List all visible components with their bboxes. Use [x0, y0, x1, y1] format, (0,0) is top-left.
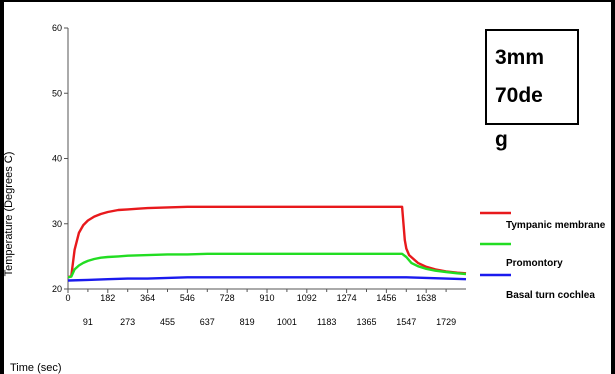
x-tick-label-lower: 1365 [356, 317, 376, 327]
series-lines [67, 205, 467, 282]
x-tick-label-upper: 728 [220, 293, 235, 303]
x-tick-label-upper: 1456 [376, 293, 396, 303]
x-tick-label-upper: 1638 [416, 293, 436, 303]
legend-label-2: Promontory [506, 258, 563, 269]
y-tick-label: 30 [52, 219, 62, 229]
series-line-1 [67, 205, 467, 279]
chart-legend: Tympanic membrane Promontory Basal turn co… [480, 211, 606, 301]
x-axis-label: Time (sec) [10, 362, 62, 374]
series-line-3 [67, 276, 467, 282]
legend-label-1: Tympanic membrane [506, 220, 606, 231]
x-tick-label-upper: 0 [65, 293, 70, 303]
x-tick-label-upper: 1274 [337, 293, 357, 303]
x-tick-label-upper: 364 [140, 293, 155, 303]
y-tick-label: 20 [52, 284, 62, 294]
x-tick-label-upper: 910 [259, 293, 274, 303]
x-tick-label-upper: 546 [180, 293, 195, 303]
y-axis-label: Temperature (Degrees C) [3, 152, 15, 277]
series-line-2 [67, 252, 467, 279]
y-tick-label: 40 [52, 154, 62, 164]
x-tick-label-lower: 1729 [436, 317, 456, 327]
annotation-line-1: 3mm [495, 46, 544, 69]
x-tick-label-upper: 182 [100, 293, 115, 303]
x-tick-label-lower: 273 [120, 317, 135, 327]
x-tick-label-lower: 91 [83, 317, 93, 327]
legend-label-3: Basal turn cochlea [506, 290, 595, 301]
y-tick-label: 60 [52, 23, 62, 33]
annotation-line-2: 70de [495, 84, 543, 107]
x-tick-label-upper: 1092 [297, 293, 317, 303]
x-tick-label-lower: 637 [200, 317, 215, 327]
tick-labels: 20 30 40 50 60 0 182 364 546 728 910 1092 1274 1456 16… [52, 23, 456, 327]
x-tick-label-lower: 1547 [396, 317, 416, 327]
y-tick-label: 50 [52, 88, 62, 98]
annotation-box [485, 29, 579, 125]
x-tick-label-lower: 1001 [277, 317, 297, 327]
x-tick-label-lower: 1183 [317, 317, 336, 327]
x-tick-label-lower: 455 [160, 317, 175, 327]
chart-axes [64, 27, 466, 293]
annotation-line-3: g [495, 128, 508, 151]
x-tick-label-lower: 819 [240, 317, 255, 327]
